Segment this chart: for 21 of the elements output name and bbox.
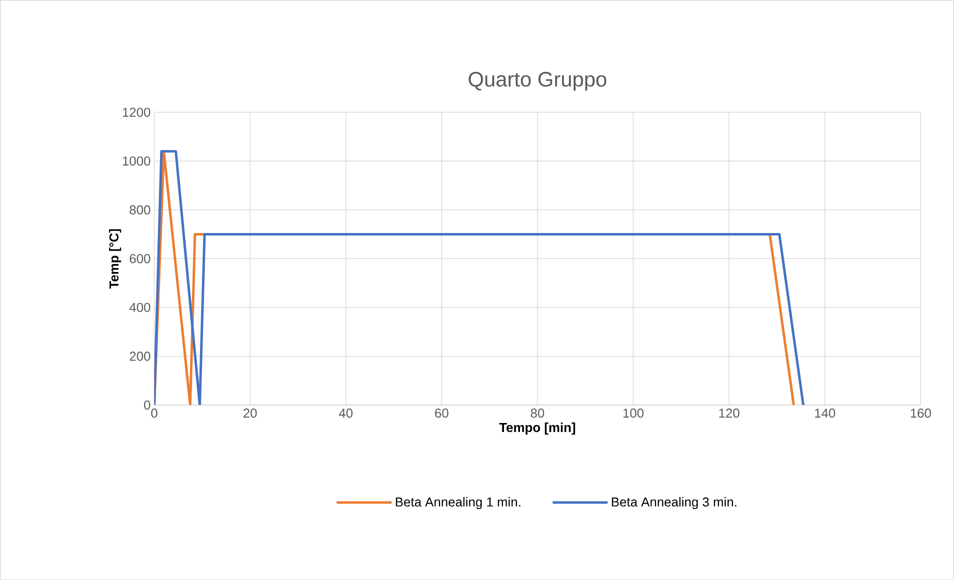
y-tick-label: 400 — [129, 302, 150, 312]
x-tick-label: 80 — [530, 408, 544, 418]
chart-title: Quarto Gruppo — [468, 72, 606, 91]
y-tick-label: 0 — [144, 400, 150, 410]
x-tick-label: 100 — [623, 408, 644, 418]
legend-label: Beta Annealing 1 min. — [396, 496, 520, 509]
legend-label: Beta Annealing 3 min. — [612, 496, 736, 509]
x-tick-label: 20 — [244, 408, 257, 418]
y-tick-label: 1000 — [122, 156, 150, 166]
y-tick-label: 800 — [130, 205, 150, 214]
x-tick-label: 140 — [815, 408, 836, 418]
x-tick-label: 160 — [910, 408, 931, 418]
y-axis-title: Temp [°C] — [109, 229, 122, 289]
y-tick-label: 200 — [130, 352, 150, 361]
x-tick-label: 60 — [435, 408, 448, 418]
x-tick-label: 40 — [338, 408, 353, 418]
y-tick-label: 600 — [130, 254, 150, 264]
y-tick-label: 1200 — [122, 108, 150, 117]
x-axis-title: Tempo [min] — [499, 422, 576, 434]
x-tick-label: 120 — [719, 408, 740, 418]
x-tick-label: 0 — [151, 408, 158, 418]
